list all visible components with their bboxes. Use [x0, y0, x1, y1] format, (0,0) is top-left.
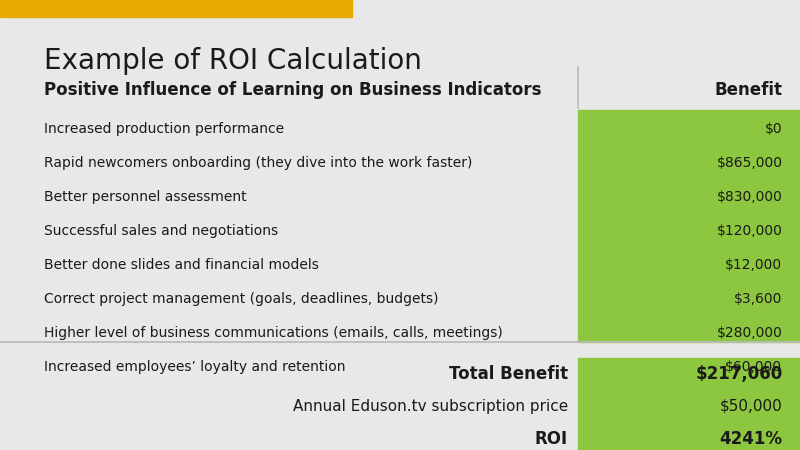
Text: $50,000: $50,000	[720, 399, 782, 414]
Text: $120,000: $120,000	[717, 224, 782, 238]
Text: $830,000: $830,000	[717, 189, 782, 204]
Text: $3,600: $3,600	[734, 292, 782, 306]
Text: Example of ROI Calculation: Example of ROI Calculation	[44, 47, 422, 75]
Text: Rapid newcomers onboarding (they dive into the work faster): Rapid newcomers onboarding (they dive in…	[44, 156, 472, 170]
Text: Total Benefit: Total Benefit	[449, 365, 568, 383]
Text: $60,000: $60,000	[726, 360, 782, 374]
Text: Better personnel assessment: Better personnel assessment	[44, 189, 246, 204]
Text: 4241%: 4241%	[719, 430, 782, 448]
Bar	[578, 110, 800, 342]
Text: $865,000: $865,000	[717, 156, 782, 170]
Text: Successful sales and negotiations: Successful sales and negotiations	[44, 224, 278, 238]
Text: Increased production performance: Increased production performance	[44, 122, 284, 136]
Text: Correct project management (goals, deadlines, budgets): Correct project management (goals, deadl…	[44, 292, 438, 306]
Text: ROI: ROI	[535, 430, 568, 448]
Text: $12,000: $12,000	[726, 257, 782, 272]
Text: $217,060: $217,060	[695, 365, 782, 383]
Text: Higher level of business communications (emails, calls, meetings): Higher level of business communications …	[44, 325, 502, 340]
Text: $280,000: $280,000	[717, 325, 782, 340]
Text: Increased employees’ loyalty and retention: Increased employees’ loyalty and retenti…	[44, 360, 346, 374]
Bar	[0, 0, 352, 17]
Text: $0: $0	[765, 122, 782, 136]
Text: Positive Influence of Learning on Business Indicators: Positive Influence of Learning on Busine…	[44, 81, 542, 99]
Text: Benefit: Benefit	[714, 81, 782, 99]
Text: Annual Eduson.tv subscription price: Annual Eduson.tv subscription price	[293, 399, 568, 414]
Bar	[578, 358, 800, 450]
Text: Better done slides and financial models: Better done slides and financial models	[44, 257, 319, 272]
